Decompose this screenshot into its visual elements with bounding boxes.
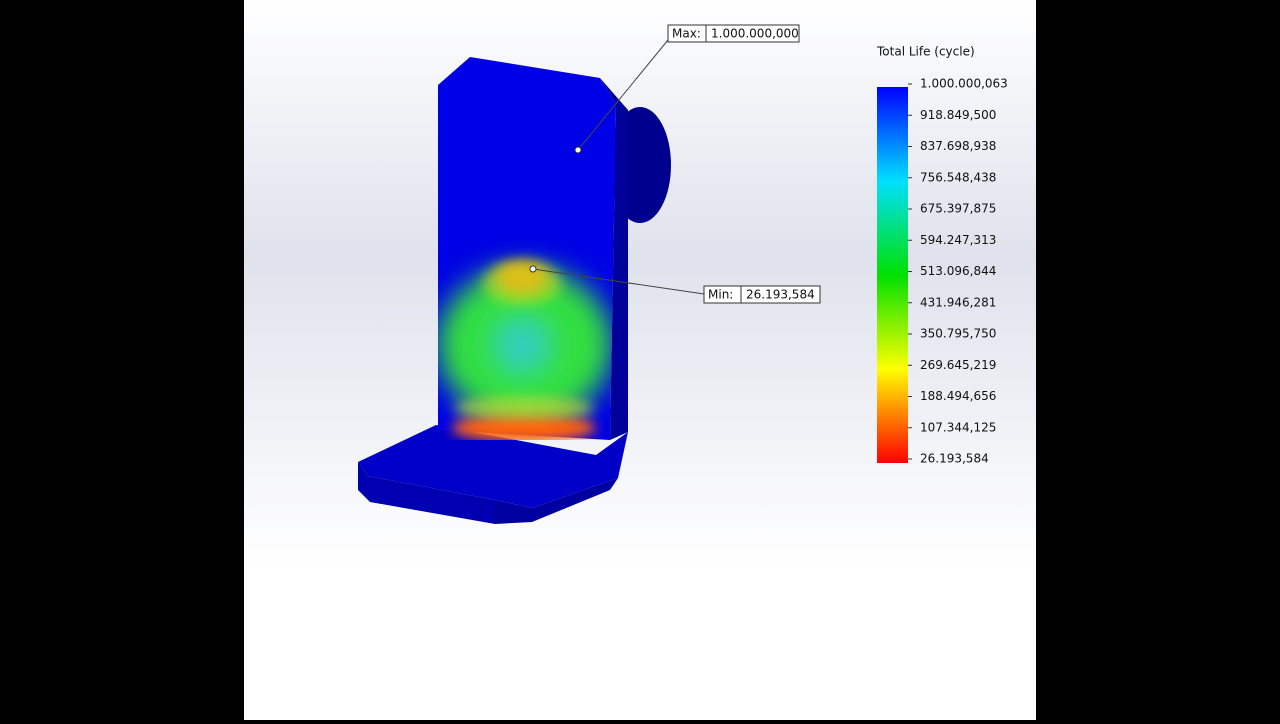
min-label: Min: bbox=[708, 288, 733, 302]
max-label: Max: bbox=[672, 27, 701, 41]
legend-label: 107.344,125 bbox=[920, 420, 996, 434]
legend-label: 269.645,219 bbox=[920, 358, 996, 372]
legend-title: Total Life (cycle) bbox=[876, 45, 975, 59]
legend-label: 350.795,750 bbox=[920, 327, 996, 341]
legend-label: 1.000.000,063 bbox=[920, 77, 1008, 91]
model bbox=[358, 39, 705, 524]
legend-label: 188.494,656 bbox=[920, 389, 996, 403]
color-scale bbox=[877, 87, 908, 463]
legend-label: 431.946,281 bbox=[920, 295, 996, 309]
min-value: 26.193,584 bbox=[746, 288, 815, 302]
legend-label: 837.698,938 bbox=[920, 139, 996, 153]
legend-label: 756.548,438 bbox=[920, 170, 996, 184]
legend-label: 513.096,844 bbox=[920, 264, 996, 278]
legend-label: 675.397,875 bbox=[920, 202, 996, 216]
legend-label: 918.849,500 bbox=[920, 108, 996, 122]
min-probe: Min: 26.193,584 bbox=[703, 285, 821, 304]
legend-label: 594.247,313 bbox=[920, 233, 996, 247]
legend-label: 26.193,584 bbox=[920, 452, 989, 466]
max-probe: Max: 1.000.000,000 bbox=[667, 24, 800, 43]
max-value: 1.000.000,000 bbox=[711, 27, 799, 41]
